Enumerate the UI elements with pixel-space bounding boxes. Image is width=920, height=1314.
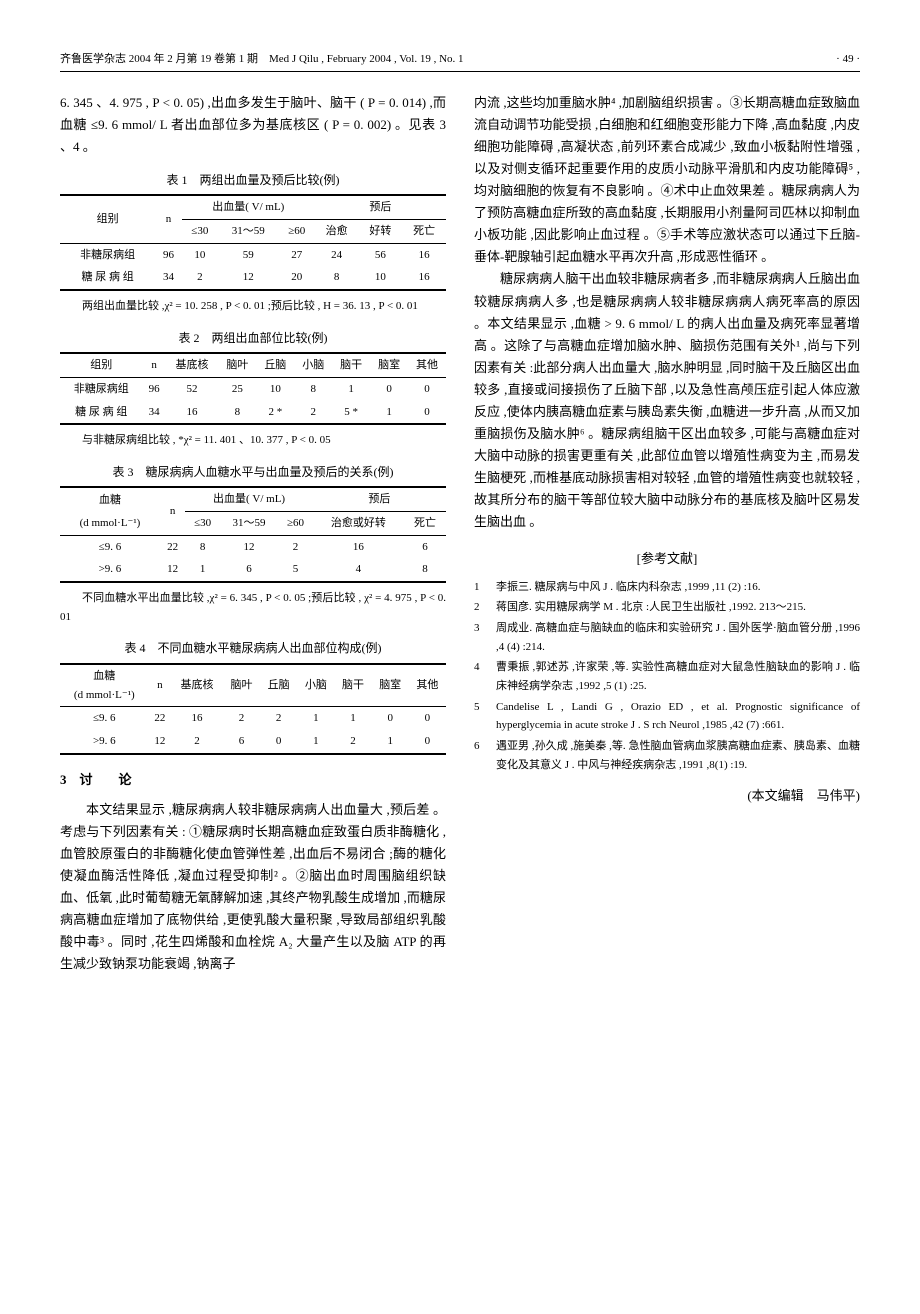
ref-item: 4曹秉振 ,郭述苏 ,许家荣 ,等. 实验性高糖血症对大鼠急性脑缺血的影响 J … xyxy=(474,658,860,695)
section-3-heading: 3 讨 论 xyxy=(60,769,446,791)
table1: 组别n出血量( V/ mL)预后 ≤3031～59≥60治愈好转死亡 非糖尿病组… xyxy=(60,194,446,291)
editor-line: (本文编辑 马伟平) xyxy=(474,785,860,807)
table4-title: 表 4 不同血糖水平糖尿病病人出血部位构成(例) xyxy=(60,638,446,658)
references-list: 1李振三. 糖尿病与中风 J . 临床内科杂志 ,1999 ,11 (2) :1… xyxy=(474,578,860,775)
header-left: 齐鲁医学杂志 2004 年 2 月第 19 卷第 1 期 Med J Qilu … xyxy=(60,50,464,69)
table-row: 非糖尿病组965225108100 xyxy=(60,377,446,400)
table-row: ≤9. 6228122166 xyxy=(60,535,446,558)
table-row: >9. 61216548 xyxy=(60,558,446,582)
ref-item: 5Candelise L , Landi G , Orazio ED , et … xyxy=(474,698,860,735)
table-row: 糖 尿 病 组341682 *25 *10 xyxy=(60,401,446,425)
table-row: ≤9. 62216221100 xyxy=(60,707,446,730)
ref-item: 2蒋国彦. 实用糖尿病学 M . 北京 :人民卫生出版社 ,1992. 213～… xyxy=(474,598,860,617)
table4: 血糖 (d mmol·L⁻¹)n基底核脑叶丘脑小脑脑干脑室其他 ≤9. 6221… xyxy=(60,663,446,755)
discussion-para1: 本文结果显示 ,糖尿病病人较非糖尿病病人出血量大 ,预后差 。考虑与下列因素有关… xyxy=(60,799,446,976)
header-right: · 49 · xyxy=(836,50,860,69)
table2: 组别n基底核脑叶丘脑小脑脑干脑室其他 非糖尿病组965225108100 糖 尿… xyxy=(60,352,446,425)
table2-note: 与非糖尿病组比较 , *χ² = 11. 401 、10. 377 , P < … xyxy=(60,431,446,450)
col2-para1: 内流 ,这些均加重脑水肿⁴ ,加剧脑组织损害 。③长期高糖血症致脑血流自动调节功… xyxy=(474,92,860,269)
table2-title: 表 2 两组出血部位比较(例) xyxy=(60,328,446,348)
page-header: 齐鲁医学杂志 2004 年 2 月第 19 卷第 1 期 Med J Qilu … xyxy=(60,50,860,72)
ref-item: 6遇亚男 ,孙久成 ,施美秦 ,等. 急性脑血管病血浆胰高糖血症素、胰岛素、血糖… xyxy=(474,737,860,774)
ref-item: 3周成业. 高糖血症与脑缺血的临床和实验研究 J . 国外医学·脑血管分册 ,1… xyxy=(474,619,860,656)
ref-item: 1李振三. 糖尿病与中风 J . 临床内科杂志 ,1999 ,11 (2) :1… xyxy=(474,578,860,597)
table-row: 非糖尿病组96105927245616 xyxy=(60,243,446,266)
para-cont: 6. 345 、4. 975 , P < 0. 05) ,出血多发生于脑叶、脑干… xyxy=(60,92,446,158)
table-row: 糖 尿 病 组342122081016 xyxy=(60,266,446,290)
table3: 血糖n出血量( V/ mL)预后 (d mmol·L⁻¹)≤3031～59≥60… xyxy=(60,486,446,583)
table1-note: 两组出血量比较 ,χ² = 10. 258 , P < 0. 01 ;预后比较 … xyxy=(60,297,446,316)
table1-title: 表 1 两组出血量及预后比较(例) xyxy=(60,170,446,190)
left-column: 6. 345 、4. 975 , P < 0. 05) ,出血多发生于脑叶、脑干… xyxy=(60,92,446,976)
right-column: 内流 ,这些均加重脑水肿⁴ ,加剧脑组织损害 。③长期高糖血症致脑血流自动调节功… xyxy=(474,92,860,976)
col2-para2: 糖尿病病人脑干出血较非糖尿病者多 ,而非糖尿病病人丘脑出血较糖尿病病人多 ,也是… xyxy=(474,268,860,533)
references-heading: [参考文献] xyxy=(474,548,860,570)
table3-title: 表 3 糖尿病病人血糖水平与出血量及预后的关系(例) xyxy=(60,462,446,482)
table3-note: 不同血糖水平出血量比较 ,χ² = 6. 345 , P < 0. 05 ;预后… xyxy=(60,589,446,626)
table-row: >9. 6122601210 xyxy=(60,730,446,754)
